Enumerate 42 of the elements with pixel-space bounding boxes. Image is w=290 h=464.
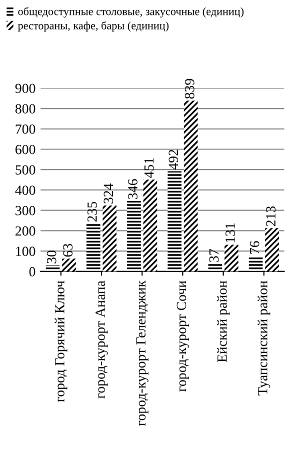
x-tick-label: город Горячий Ключ: [54, 280, 68, 402]
bar: [143, 180, 158, 272]
y-tick-label: 300: [16, 206, 36, 216]
x-tick-label: город-курорт Сочи: [176, 280, 189, 392]
data-label: 76: [250, 241, 260, 254]
bar: [62, 258, 76, 272]
data-label: 839: [184, 78, 194, 99]
data-label: 235: [88, 202, 97, 222]
x-tick-label: город-курорт Геленджик: [136, 280, 148, 426]
y-tick-label: 400: [15, 186, 36, 195]
data-label: 346: [128, 179, 138, 199]
data-label: 213: [266, 206, 276, 226]
bar: [248, 256, 263, 272]
bar: [86, 224, 100, 272]
data-label: 37: [209, 249, 219, 262]
data-label: 492: [168, 150, 178, 170]
bar: [184, 100, 198, 272]
y-tick-label: 700: [16, 124, 36, 134]
bar: [102, 205, 117, 272]
x-tick-label: Туапсинский район: [258, 280, 270, 396]
y-tick-label: 800: [15, 104, 36, 114]
y-tick-label: 500: [16, 165, 36, 175]
legend-label: общедоступные столовые, закусочные (единиц): [18, 7, 244, 18]
data-label: 63: [63, 244, 72, 257]
legend-label: рестораны, кафе, бары (единиц): [18, 21, 169, 32]
bar: [208, 264, 222, 272]
y-tick-label: 900: [15, 84, 36, 94]
y-tick-label: 200: [16, 226, 36, 236]
y-tick-label: 0: [29, 267, 36, 276]
x-tick-label: город-курорт Анапа: [96, 280, 108, 398]
y-tick-label: 100: [16, 246, 36, 256]
data-label: 30: [46, 250, 56, 264]
bar: [46, 265, 60, 272]
bar: [224, 244, 238, 272]
y-tick-label: 600: [16, 144, 36, 154]
bar: [168, 171, 182, 272]
data-label: 324: [104, 183, 114, 204]
x-tick-label: Ейский район: [217, 280, 230, 362]
data-label: 131: [226, 223, 235, 242]
bar: [265, 228, 279, 272]
bar: [127, 200, 141, 272]
data-label: 451: [144, 158, 154, 178]
